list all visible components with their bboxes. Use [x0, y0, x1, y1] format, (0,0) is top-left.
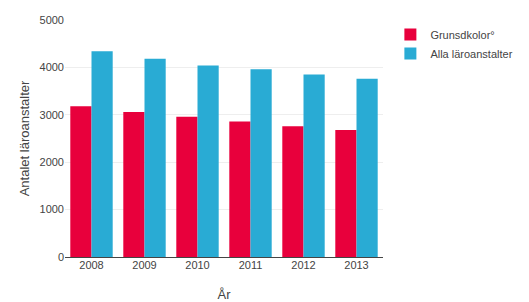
- svg-text:3000: 3000: [40, 109, 64, 121]
- svg-text:2010: 2010: [185, 259, 209, 271]
- svg-text:5000: 5000: [40, 14, 64, 26]
- svg-text:2008: 2008: [79, 259, 103, 271]
- svg-text:Grunsdkolor°: Grunsdkolor°: [430, 29, 494, 41]
- svg-text:2011: 2011: [239, 259, 263, 271]
- svg-text:Antalet läroanstalter: Antalet läroanstalter: [17, 80, 32, 196]
- svg-text:Alla läroanstalter: Alla läroanstalter: [430, 48, 512, 60]
- svg-text:2012: 2012: [291, 259, 315, 271]
- svg-text:2009: 2009: [132, 259, 156, 271]
- svg-text:4000: 4000: [40, 61, 64, 73]
- svg-text:2000: 2000: [40, 156, 64, 168]
- svg-text:2013: 2013: [344, 259, 368, 271]
- svg-text:1000: 1000: [40, 203, 64, 215]
- svg-text:0: 0: [58, 251, 64, 263]
- svg-text:År: År: [218, 287, 232, 302]
